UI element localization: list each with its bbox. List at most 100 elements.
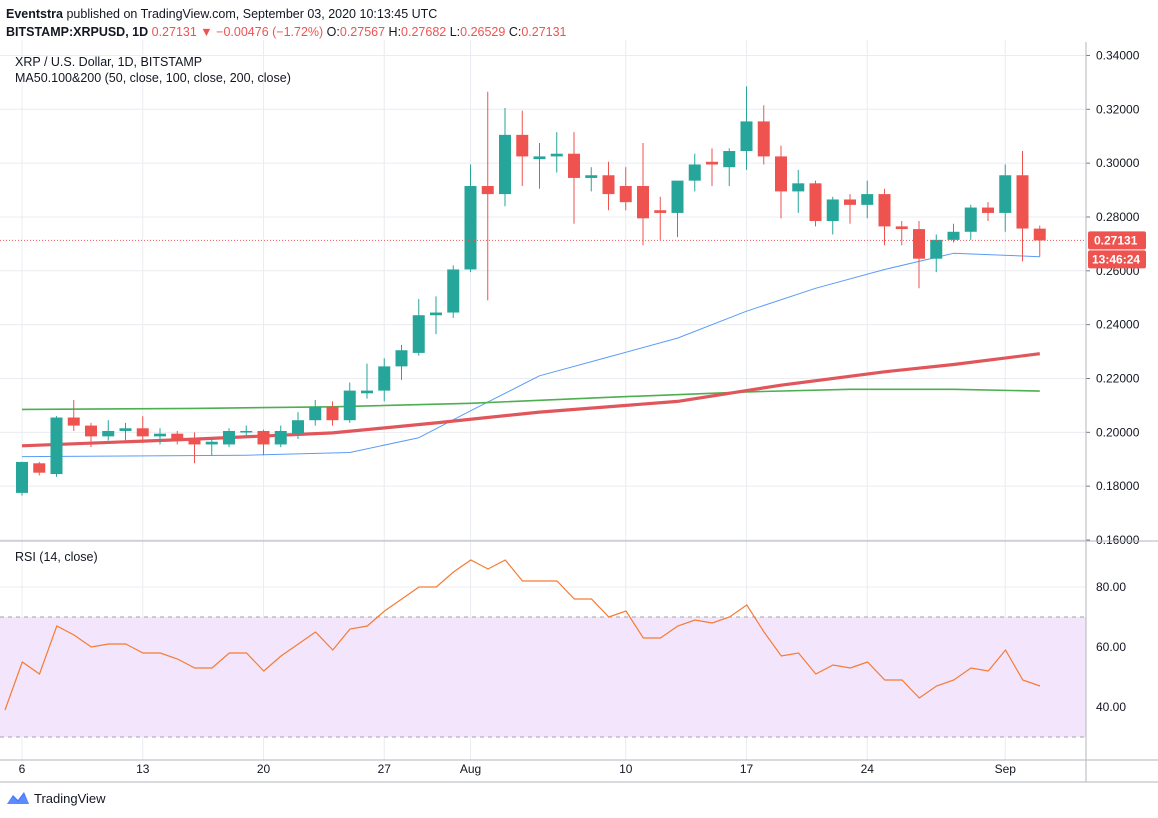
x-tick-label: 20 — [257, 762, 271, 776]
ma-line-ma100 — [21, 388, 1040, 411]
candle-body — [50, 417, 63, 475]
candle-body — [85, 425, 97, 437]
candle-body — [361, 390, 373, 394]
candle-body — [447, 269, 460, 313]
ma-legend: MA50.100&200 (50, close, 100, close, 200… — [15, 71, 291, 85]
candle-body — [740, 121, 753, 152]
footer-brand[interactable]: TradingView — [6, 790, 106, 806]
rsi-y-tick-label: 40.00 — [1096, 700, 1126, 714]
y-tick-label: 0.16000 — [1096, 533, 1140, 547]
candle-body — [223, 430, 235, 445]
x-tick-label: Aug — [460, 762, 481, 776]
x-tick-label: 17 — [740, 762, 754, 776]
candle-body — [343, 390, 356, 421]
published-text: published on TradingView.com, September … — [66, 7, 438, 21]
x-tick-label: 10 — [619, 762, 633, 776]
candle-body — [205, 441, 218, 445]
candle-body — [947, 231, 960, 240]
rsi-y-tick-label: 60.00 — [1096, 640, 1126, 654]
symbol-label: BITSTAMP:XRPUSD, 1D — [6, 25, 149, 39]
candle-body — [309, 406, 322, 421]
y-tick-label: 0.34000 — [1096, 48, 1140, 62]
x-tick-label: Sep — [995, 762, 1017, 776]
open-value: 0.27567 — [339, 25, 386, 39]
candle-body — [516, 134, 529, 157]
chart-legend-title: XRP / U.S. Dollar, 1D, BITSTAMP — [15, 55, 202, 69]
candle-body — [895, 226, 908, 230]
candle-body — [602, 175, 615, 195]
candle-body — [33, 463, 46, 473]
candle-body — [16, 461, 28, 493]
candle-body — [430, 312, 442, 316]
low-value: 0.26529 — [460, 25, 506, 39]
candle-body — [688, 164, 701, 181]
close-label: C: — [508, 25, 522, 39]
price-change: −0.00476 (−1.72%) — [216, 25, 324, 39]
candle-body — [878, 194, 891, 227]
y-tick-label: 0.32000 — [1096, 102, 1140, 116]
candle-body — [775, 156, 787, 192]
x-tick-label: 24 — [861, 762, 875, 776]
candle-body — [395, 350, 408, 367]
candle-body — [464, 186, 477, 270]
candle-body — [568, 153, 580, 178]
rsi-line — [4, 559, 1041, 711]
candle-body — [585, 175, 598, 178]
countdown-label: 13:46:24 — [1092, 252, 1140, 266]
tradingview-logo-icon — [7, 792, 29, 804]
publish-line: Eventstra published on TradingView.com, … — [6, 5, 567, 23]
last-price: 0.27131 — [151, 25, 197, 39]
countdown-label-box: 13:46:24 — [1088, 250, 1146, 269]
candle-body — [1016, 175, 1029, 229]
ma-line-ma50 — [21, 252, 1040, 458]
candle-body — [671, 180, 684, 213]
rsi-y-tick-label: 80.00 — [1096, 580, 1126, 594]
y-tick-label: 0.20000 — [1096, 425, 1140, 439]
candle-body — [481, 186, 494, 195]
candle-body — [499, 134, 511, 195]
down-triangle-icon: ▼ — [200, 25, 213, 39]
candle-body — [119, 428, 132, 431]
candle-body — [1033, 228, 1046, 241]
candle-body — [999, 175, 1012, 213]
countdown-label-background — [1088, 250, 1146, 269]
candle-body — [67, 417, 80, 426]
brand-name: TradingView — [34, 790, 106, 806]
price-label: 0.27131 — [1094, 233, 1138, 247]
candle-body — [136, 428, 149, 437]
ohlc-line: BITSTAMP:XRPUSD, 1D 0.27131 ▼ −0.00476 (… — [6, 23, 567, 41]
candle-body — [412, 315, 425, 353]
candle-body — [757, 121, 770, 157]
y-tick-label: 0.24000 — [1096, 318, 1140, 332]
candle-body — [654, 210, 667, 213]
candle-body — [257, 430, 270, 445]
x-tick-label: 13 — [136, 762, 150, 776]
author-name[interactable]: Eventstra — [6, 7, 63, 21]
candle-body — [292, 420, 304, 434]
candles-layer — [16, 86, 1046, 496]
price-label-box: 0.27131 — [1088, 231, 1146, 250]
y-tick-label: 0.18000 — [1096, 479, 1140, 493]
candle-body — [913, 229, 925, 259]
header: Eventstra published on TradingView.com, … — [6, 5, 567, 41]
candle-body — [550, 153, 563, 157]
rsi-band — [0, 617, 1086, 737]
candle-body — [844, 199, 856, 205]
low-label: L: — [449, 25, 461, 39]
candle-body — [809, 183, 822, 222]
candle-body — [378, 366, 391, 391]
candle-body — [723, 151, 736, 168]
open-label: O: — [326, 25, 340, 39]
candle-body — [982, 207, 994, 213]
candle-body — [102, 430, 115, 437]
candle-body — [861, 194, 874, 205]
candle-body — [930, 239, 943, 259]
axes-layer: 0.160000.180000.200000.220000.240000.260… — [0, 42, 1158, 783]
candle-body — [964, 207, 977, 232]
candle-body — [826, 199, 839, 222]
candle-body — [706, 161, 718, 165]
candle-body — [619, 186, 632, 203]
candle-body — [154, 433, 166, 437]
candle-body — [637, 186, 649, 219]
